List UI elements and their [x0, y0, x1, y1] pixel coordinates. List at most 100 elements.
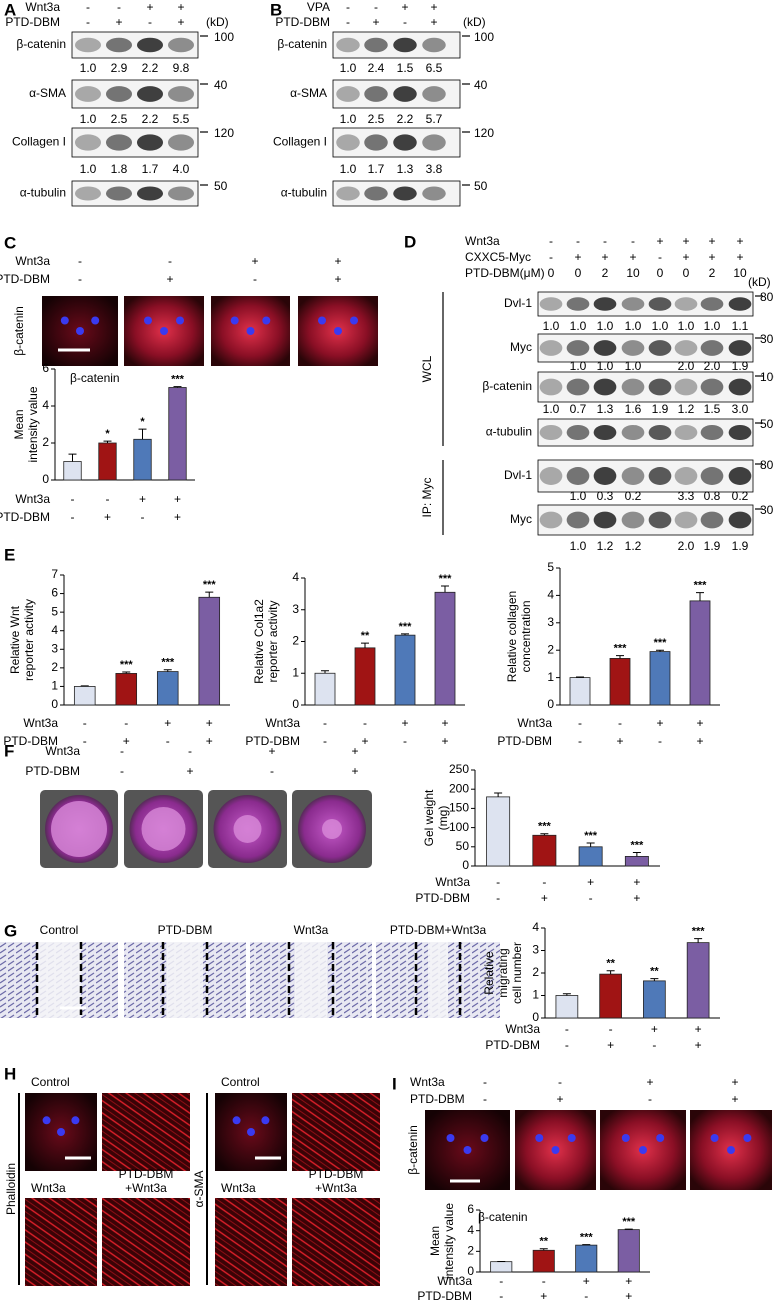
nucleus — [567, 1134, 576, 1142]
significance: *** — [694, 580, 708, 592]
unit-label: (kD) — [206, 15, 229, 29]
blot-band — [593, 378, 617, 396]
condition-sign: - — [609, 1022, 613, 1036]
quantification: 2.5 — [368, 112, 385, 126]
stain-label: α-SMA — [192, 1171, 206, 1208]
image-label: PTD-DBM+Wnt3a — [390, 923, 487, 937]
blot-band — [648, 297, 672, 311]
quantification: 3.3 — [678, 489, 695, 503]
quantification: 1.0 — [625, 359, 642, 373]
quantification: 1.5 — [704, 402, 721, 416]
error-bar — [650, 978, 659, 981]
quantification: 1.5 — [397, 61, 414, 75]
quantification: 5.7 — [426, 112, 443, 126]
chart-title: β-catenin — [70, 371, 120, 385]
blot-band — [700, 511, 724, 529]
condition-label: PTD-DBM — [415, 891, 470, 905]
condition-sign: - — [558, 1075, 562, 1089]
condition-sign: - — [658, 734, 662, 748]
error-bar — [494, 792, 503, 797]
bar — [63, 461, 82, 481]
error-bar — [616, 655, 624, 659]
y-axis-label: Relative collagen — [505, 591, 519, 682]
blot-band — [593, 467, 617, 485]
blot-image — [71, 79, 199, 109]
y-axis-label: intensity value — [442, 1203, 456, 1279]
condition-sign: + — [430, 0, 437, 14]
blot-band — [167, 86, 195, 102]
quantification: 1.0 — [80, 162, 97, 176]
y-tick-label: 150 — [449, 801, 469, 815]
y-tick-label: 6 — [51, 586, 58, 600]
quantification: 1.2 — [625, 539, 642, 553]
condition-sign: + — [351, 744, 358, 758]
bar — [98, 442, 117, 481]
blot-band — [621, 511, 645, 529]
quantification: 1.0 — [625, 319, 642, 333]
quantification: 0.2 — [732, 489, 749, 503]
error-bar — [80, 685, 89, 687]
bar — [394, 634, 416, 706]
condition-sign: + — [736, 250, 743, 264]
micrograph — [25, 1198, 97, 1286]
bar — [643, 980, 666, 1019]
blot-band — [700, 340, 724, 356]
condition-label: Wnt3a — [25, 0, 60, 14]
significance: ** — [539, 1236, 548, 1248]
bar — [617, 1229, 640, 1273]
bar — [73, 686, 96, 706]
y-tick-label: 6 — [467, 1202, 474, 1216]
panel-letter: I — [392, 1074, 397, 1093]
blot-band — [74, 186, 102, 201]
y-tick-label: 4 — [467, 1223, 474, 1237]
stain-label: β-catenin — [12, 306, 26, 356]
blot-label: α-tubulin — [281, 186, 327, 200]
condition-sign: - — [542, 1274, 546, 1288]
y-tick-label: 1 — [292, 665, 299, 679]
y-axis-label: migrating — [496, 948, 510, 997]
blot-band — [621, 424, 645, 441]
blot-label: β-catenin — [482, 379, 532, 393]
blot-band — [393, 86, 417, 102]
condition-sign: + — [401, 0, 408, 14]
nucleus — [246, 327, 255, 335]
blot-label: Collagen I — [12, 135, 66, 149]
blot-band — [593, 340, 617, 356]
condition-sign: + — [651, 1022, 658, 1036]
quantification: 1.0 — [340, 61, 357, 75]
quantification: 1.9 — [652, 402, 669, 416]
condition-sign: - — [578, 716, 582, 730]
blot-band — [336, 37, 360, 53]
quantification: 5.5 — [173, 112, 190, 126]
blot-band — [674, 511, 698, 529]
error-bar — [138, 428, 147, 440]
bar — [486, 796, 511, 867]
error-bar — [632, 852, 641, 857]
nucleus — [656, 1134, 665, 1142]
blot-label: α-tubulin — [486, 425, 532, 439]
nucleus — [710, 1134, 719, 1142]
condition-sign: - — [148, 15, 152, 29]
significance: * — [105, 428, 110, 440]
marker-label: 30 — [760, 332, 774, 346]
bar — [578, 846, 603, 867]
y-tick-label: 1 — [547, 670, 554, 684]
image-label: Wnt3a — [294, 923, 329, 937]
error-bar — [576, 676, 584, 678]
nucleus — [334, 327, 342, 335]
blot-label: α-tubulin — [20, 186, 66, 200]
y-tick-label: 2 — [467, 1244, 474, 1258]
y-tick-label: 50 — [456, 839, 470, 853]
condition-sign: - — [270, 764, 274, 778]
condition-label: CXXC5-Myc — [465, 250, 531, 264]
blot-band — [422, 86, 446, 102]
quantification: 1.7 — [368, 162, 385, 176]
condition-sign: + — [372, 15, 379, 29]
blot-label: Myc — [510, 512, 532, 526]
condition-sign: - — [363, 716, 367, 730]
condition-sign: - — [589, 891, 593, 905]
y-tick-label: 4 — [532, 920, 539, 934]
condition-sign: + — [587, 875, 594, 889]
blot-band — [393, 186, 417, 201]
